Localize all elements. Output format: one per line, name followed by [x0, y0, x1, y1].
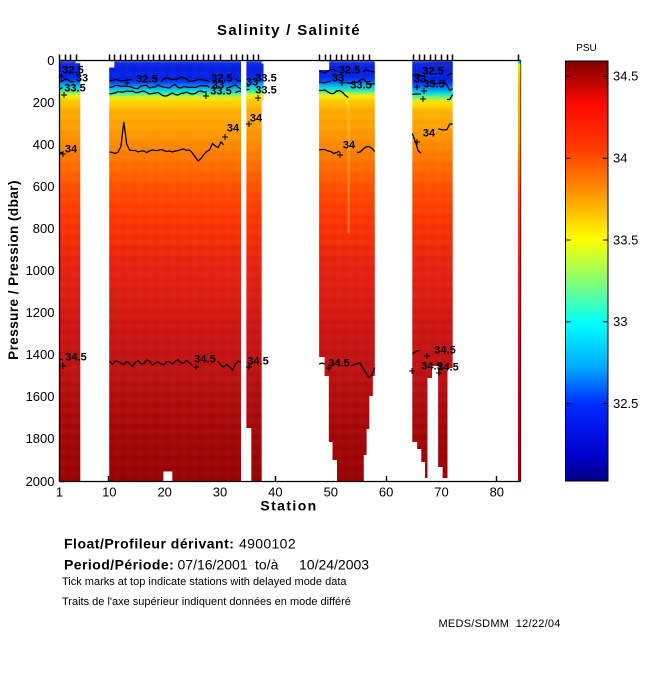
svg-text:PSU: PSU [576, 43, 597, 54]
svg-text:30: 30 [213, 485, 227, 500]
svg-text:1200: 1200 [26, 305, 55, 320]
svg-text:60: 60 [379, 485, 393, 500]
svg-text:34.5: 34.5 [434, 345, 455, 357]
svg-text:33.5: 33.5 [255, 85, 276, 97]
svg-text:34: 34 [613, 151, 627, 166]
svg-text:33: 33 [246, 77, 258, 89]
svg-text:400: 400 [33, 137, 55, 152]
svg-text:34.5: 34.5 [613, 69, 638, 84]
svg-text:33: 33 [613, 314, 627, 329]
svg-text:34: 34 [65, 144, 78, 156]
svg-text:34.5: 34.5 [247, 356, 268, 368]
svg-text:34: 34 [343, 140, 356, 152]
svg-text:32.5: 32.5 [62, 65, 83, 77]
svg-text:32.5: 32.5 [613, 396, 638, 411]
svg-text:40: 40 [268, 485, 282, 500]
svg-text:32.5: 32.5 [136, 74, 157, 86]
svg-text:10: 10 [102, 485, 116, 500]
svg-text:600: 600 [33, 179, 55, 194]
svg-text:33.5: 33.5 [255, 73, 276, 85]
svg-text:34: 34 [423, 128, 436, 140]
svg-text:20: 20 [157, 485, 171, 500]
svg-text:800: 800 [33, 221, 55, 236]
svg-text:1: 1 [56, 485, 63, 500]
svg-text:34: 34 [250, 113, 263, 125]
svg-text:Traits de l'axe supérieur indi: Traits de l'axe supérieur indiquent donn… [62, 596, 351, 608]
svg-text:33: 33 [332, 73, 344, 85]
svg-text:33.5: 33.5 [64, 83, 85, 95]
svg-text:32.5: 32.5 [422, 66, 443, 78]
svg-text:2000: 2000 [26, 474, 55, 489]
svg-text:Pressure / Pression (dbar): Pressure / Pression (dbar) [6, 180, 21, 360]
svg-text:200: 200 [33, 95, 55, 110]
svg-text:Station: Station [260, 498, 317, 514]
svg-text:33.5: 33.5 [613, 232, 638, 247]
svg-text:33: 33 [212, 80, 224, 92]
svg-text:34.5: 34.5 [194, 354, 215, 366]
svg-text:33.5: 33.5 [210, 86, 231, 98]
svg-text:34.5: 34.5 [328, 358, 349, 370]
svg-text:33: 33 [414, 74, 426, 86]
svg-text:80: 80 [490, 485, 504, 500]
svg-text:50: 50 [324, 485, 338, 500]
svg-text:1000: 1000 [26, 263, 55, 278]
svg-text:34.5: 34.5 [65, 352, 86, 364]
svg-text:1800: 1800 [26, 431, 55, 446]
svg-text:32.5: 32.5 [211, 73, 232, 85]
svg-text:70: 70 [434, 485, 448, 500]
svg-text:Float/Profileur dérivant:49001: Float/Profileur dérivant: 4900102 [64, 536, 296, 552]
svg-text:32.5: 32.5 [339, 65, 360, 77]
svg-text:1600: 1600 [26, 389, 55, 404]
svg-text:34: 34 [227, 123, 240, 135]
svg-text:MEDS/SDMM 12/22/04: MEDS/SDMM 12/22/04 [439, 618, 561, 630]
svg-text:34.5: 34.5 [437, 362, 458, 374]
svg-text:34.5: 34.5 [421, 361, 442, 373]
svg-text:33.5: 33.5 [423, 79, 444, 91]
svg-text:Tick marks at top indicate sta: Tick marks at top indicate stations with… [62, 576, 347, 588]
svg-text:Salinity / Salinité: Salinity / Salinité [217, 22, 361, 39]
svg-text:0: 0 [47, 53, 54, 68]
svg-text:33: 33 [76, 73, 88, 85]
svg-text:33.5: 33.5 [350, 80, 371, 92]
svg-text:1400: 1400 [26, 347, 55, 362]
